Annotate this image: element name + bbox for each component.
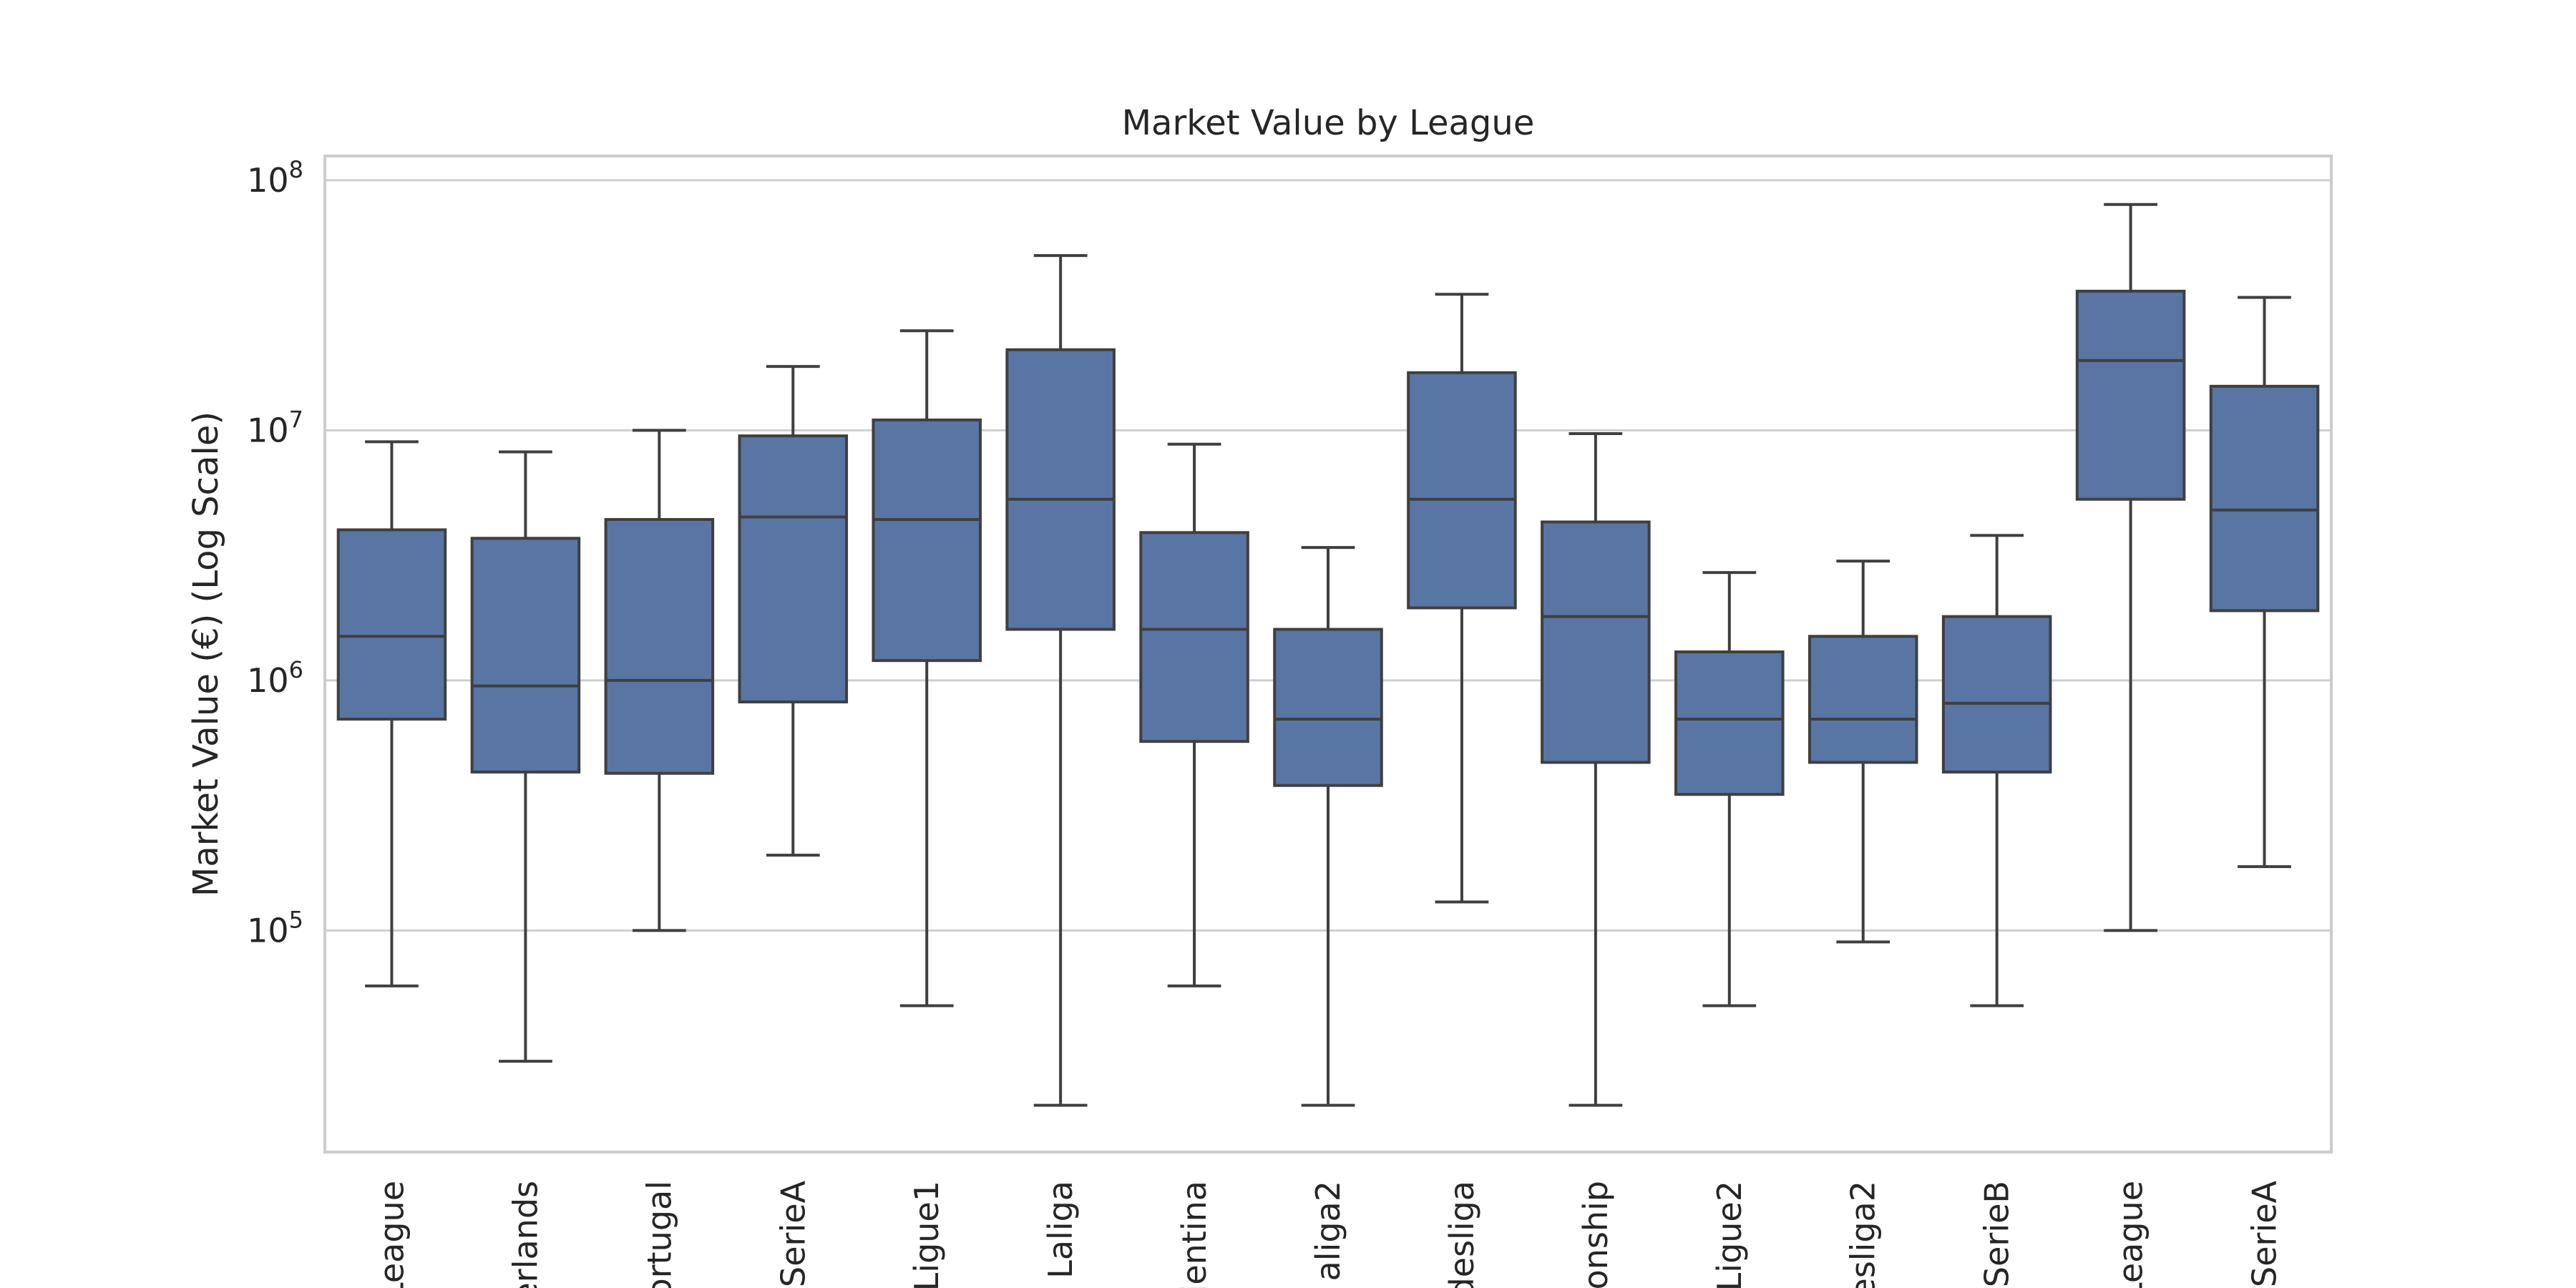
box-group: [1407, 293, 1517, 904]
iqr-box: [1941, 615, 2052, 774]
iqr-box: [1005, 348, 1116, 631]
box-group: [1005, 254, 1116, 1107]
box-group: [1273, 546, 1383, 1107]
y-tick-labels: 105 106 107 108: [247, 156, 303, 950]
iqr-box: [872, 418, 982, 663]
box-group: [1807, 560, 1918, 944]
iqr-box: [1674, 650, 1785, 796]
chart-title: Market Value by League: [1122, 103, 1535, 143]
box-group: [872, 329, 982, 1008]
x-tick-label: Laliga: [1041, 1181, 1080, 1279]
x-tick-label: aliga2: [1309, 1181, 1347, 1281]
y-tick-label: 105: [247, 906, 303, 950]
iqr-box: [604, 517, 715, 775]
x-tick-label: jentina: [1175, 1181, 1214, 1288]
iqr-box: [738, 434, 849, 703]
x-tick-label: esliga2: [1844, 1181, 1883, 1288]
x-tick-label: Ligue2: [1710, 1181, 1749, 1288]
iqr-box: [1273, 628, 1383, 787]
x-tick-label: desliga: [1443, 1181, 1481, 1288]
box-group: [2075, 203, 2186, 932]
x-tick-label: Ligue1: [907, 1181, 946, 1288]
iqr-box: [2075, 289, 2186, 501]
y-tick-label: 107: [247, 406, 303, 449]
x-tick-label: SerieB: [1978, 1181, 2016, 1287]
box-group: [336, 440, 447, 987]
iqr-box: [336, 528, 447, 721]
y-axis-label: Market Value (€) (Log Scale): [186, 411, 226, 897]
y-tick-label: 106: [247, 656, 303, 700]
x-tick-label: SerieA: [2245, 1180, 2284, 1287]
iqr-box: [1807, 635, 1918, 764]
boxes-layer: [336, 203, 2320, 1107]
iqr-box: [1541, 520, 1651, 764]
x-tick-label: League: [372, 1181, 411, 1288]
x-tick-label: erlands: [506, 1181, 545, 1288]
y-tick-label: 108: [247, 156, 303, 200]
box-group: [2209, 296, 2320, 869]
box-group: [1541, 431, 1651, 1107]
iqr-box: [2209, 384, 2320, 613]
plot-frame: [323, 155, 2333, 1153]
box-group: [470, 450, 581, 1063]
iqr-box: [1139, 531, 1249, 743]
box-group: [1139, 442, 1249, 987]
iqr-box: [470, 537, 581, 774]
box-group: [604, 429, 715, 932]
box-group: [1674, 571, 1785, 1008]
x-tick-labels: League erlands ortugal SerieA Ligue1 Laliga je…: [372, 1180, 2283, 1288]
box-group: [738, 365, 849, 857]
x-tick-label: onship: [1576, 1181, 1615, 1288]
x-tick-label: League: [2112, 1181, 2150, 1288]
iqr-box: [1407, 371, 1517, 610]
x-tick-label: SerieA: [774, 1180, 812, 1287]
x-tick-label: ortugal: [640, 1181, 678, 1288]
box-group: [1941, 534, 2052, 1008]
